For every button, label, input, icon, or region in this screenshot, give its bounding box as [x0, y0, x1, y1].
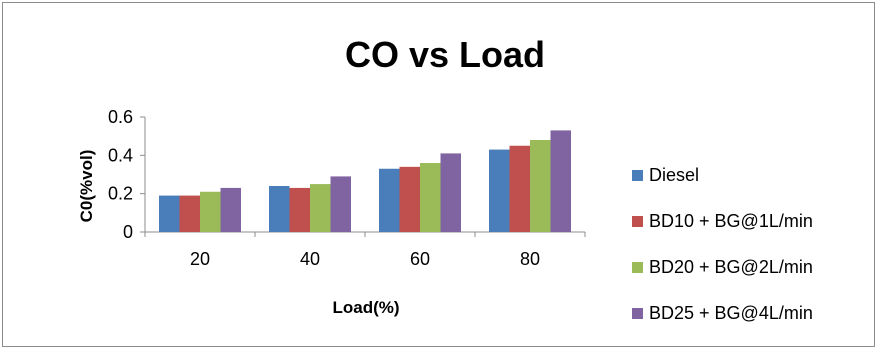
- legend-swatch: [632, 262, 643, 273]
- legend-label: BD25 + BG@4L/min: [649, 303, 813, 323]
- legend-swatch: [632, 216, 643, 227]
- bar-bd25-bg-4l-min-40: [330, 176, 351, 232]
- bar-diesel-20: [159, 195, 180, 232]
- chart-title: CO vs Load: [345, 34, 545, 75]
- legend-swatch: [632, 308, 643, 319]
- bar-diesel-40: [269, 186, 290, 232]
- bar-bd10-bg-1l-min-20: [179, 195, 200, 232]
- legend-swatch: [632, 170, 643, 181]
- bar-bd20-bg-2l-min-40: [310, 184, 331, 232]
- y-tick-label: 0.4: [108, 145, 133, 165]
- x-tick-label: 20: [190, 249, 210, 269]
- x-axis-title: Load(%): [332, 298, 399, 317]
- legend-label: BD20 + BG@2L/min: [649, 257, 813, 277]
- y-axis-title: C0(%vol): [77, 150, 96, 223]
- plot-area: 0 0.2 0.4 0.6 20 40 60 80: [108, 107, 586, 269]
- x-tick-label: 60: [410, 249, 430, 269]
- bar-bd20-bg-2l-min-80: [530, 140, 551, 232]
- legend: Diesel BD10 + BG@1L/min BD20 + BG@2L/min BD…: [632, 165, 813, 323]
- bar-bd20-bg-2l-min-60: [420, 163, 441, 232]
- y-tick-label: 0.6: [108, 107, 133, 127]
- bar-bd10-bg-1l-min-40: [289, 187, 310, 232]
- x-tick-label: 40: [300, 249, 320, 269]
- bar-bd10-bg-1l-min-60: [399, 166, 420, 232]
- bar-diesel-60: [379, 168, 400, 232]
- bar-bd25-bg-4l-min-80: [550, 130, 571, 232]
- bar-diesel-80: [489, 149, 510, 232]
- bar-bd10-bg-1l-min-80: [509, 145, 530, 232]
- x-tick-label: 80: [520, 249, 540, 269]
- bar-bd25-bg-4l-min-20: [220, 187, 241, 232]
- y-tick-label: 0: [123, 222, 133, 242]
- y-tick-label: 0.2: [108, 184, 133, 204]
- legend-label: Diesel: [649, 165, 699, 185]
- bar-bd25-bg-4l-min-60: [440, 153, 461, 232]
- legend-label: BD10 + BG@1L/min: [649, 211, 813, 231]
- bar-bd20-bg-2l-min-20: [200, 191, 221, 232]
